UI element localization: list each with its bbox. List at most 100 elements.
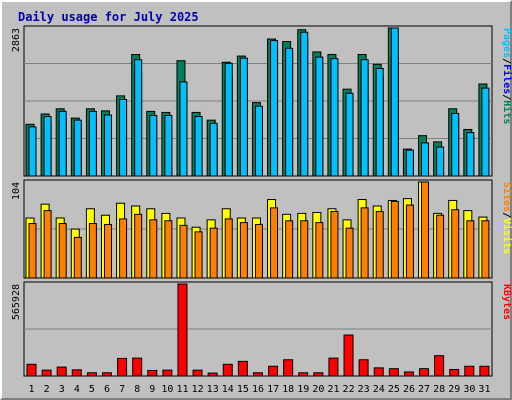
panel-pages-files-hits: 2863 Pages/Files/Hits [11,25,512,177]
bar-pages-day-26 [405,149,414,177]
panel-kbytes: 565928 KBytes [11,281,512,377]
bar-pages-day-10 [164,115,173,177]
x-tick-day-18: 18 [282,384,294,395]
x-tick-day-24: 24 [373,384,385,395]
bar-kbytes-day-9 [147,369,158,377]
bar-kbytes-day-28 [434,355,445,377]
x-tick-day-26: 26 [403,384,415,395]
bar-sites-day-5 [88,223,97,279]
bar-sites-day-4 [73,236,82,279]
bar-sites-day-30 [466,220,475,279]
legend-entry: / [501,94,512,100]
legend-entry: KBytes [501,284,512,320]
bar-pages-day-3 [58,110,67,177]
x-tick-day-25: 25 [388,384,400,395]
x-tick-day-10: 10 [161,384,173,395]
legend-entry: Sites [501,182,512,212]
bar-pages-day-30 [466,132,475,177]
bar-pages-day-18 [285,47,294,177]
bar-kbytes-day-26 [403,371,414,377]
bar-kbytes-day-21 [328,357,339,377]
bar-pages-day-11 [179,81,188,177]
legend-entry: Visits [501,218,512,254]
x-tick-day-13: 13 [207,384,219,395]
bar-sites-day-23 [360,207,369,279]
bar-pages-day-17 [270,40,279,177]
bar-kbytes-day-15 [237,360,248,377]
bar-sites-day-1 [28,223,37,279]
bar-sites-day-24 [375,211,384,279]
x-tick-day-16: 16 [252,384,264,395]
bar-kbytes-day-24 [373,367,384,377]
x-tick-day-8: 8 [134,384,140,395]
bar-pages-day-6 [103,114,112,177]
y-max-label: 104 [11,182,22,200]
bar-kbytes-day-22 [343,334,354,377]
bar-pages-day-28 [436,146,445,177]
x-tick-day-11: 11 [176,384,188,395]
bar-kbytes-day-6 [101,372,112,377]
bar-pages-day-22 [345,92,354,177]
bar-pages-day-9 [149,115,158,177]
x-axis-day-labels: 1 2 3 4 5 6 7 8 9 10 11 12 13 14 15 16 17 18 19 20 21 22 23 24 2… [29,384,491,395]
x-tick-day-17: 17 [267,384,279,395]
bar-sites-day-8 [134,213,143,279]
bar-kbytes-day-17 [268,365,279,377]
bar-pages-day-12 [194,116,203,177]
x-tick-day-12: 12 [192,384,204,395]
bar-kbytes-day-27 [419,368,430,377]
x-tick-day-15: 15 [237,384,249,395]
bar-sites-day-14 [224,218,233,279]
legend-entry: Pages [501,28,512,58]
bar-sites-day-27 [421,181,430,279]
bar-pages-day-14 [224,62,233,177]
bar-kbytes-day-2 [41,369,52,377]
bar-sites-day-18 [285,220,294,279]
x-tick-day-2: 2 [44,384,50,395]
bar-pages-day-8 [134,59,143,177]
x-tick-day-6: 6 [104,384,110,395]
bar-pages-day-29 [451,112,460,177]
x-tick-day-28: 28 [433,384,445,395]
bar-kbytes-day-4 [71,369,82,377]
legend-entry: / [501,212,512,218]
bar-kbytes-day-10 [162,369,173,377]
bar-sites-day-20 [315,222,324,279]
bar-pages-day-15 [239,57,248,177]
x-tick-day-23: 23 [358,384,370,395]
bar-pages-day-31 [481,87,490,177]
x-tick-day-4: 4 [74,384,80,395]
bar-sites-day-22 [345,227,354,279]
bar-pages-day-2 [43,116,52,177]
bar-kbytes-day-13 [207,372,218,377]
bar-pages-day-25 [390,27,399,177]
x-tick-day-20: 20 [312,384,324,395]
x-tick-day-1: 1 [29,384,35,395]
bar-sites-day-13 [209,227,218,279]
bar-kbytes-day-5 [86,372,97,377]
bar-kbytes-day-19 [298,372,309,377]
bar-kbytes-day-16 [252,372,263,377]
panel-legend: Sites/Visits [501,182,512,254]
bar-sites-day-3 [58,223,67,279]
bar-sites-day-29 [451,209,460,279]
bar-kbytes-day-1 [26,363,37,377]
y-max-label: 565928 [11,284,22,320]
bar-pages-day-27 [421,142,430,177]
bar-kbytes-day-12 [192,369,203,377]
x-tick-day-30: 30 [463,384,475,395]
bar-pages-day-24 [375,67,384,177]
legend-entry: / [501,58,512,64]
bar-sites-day-12 [194,231,203,279]
bar-pages-day-21 [330,58,339,177]
bar-sites-day-6 [103,223,112,279]
bar-sites-day-16 [254,223,263,279]
bar-sites-day-26 [405,204,414,279]
bar-pages-day-19 [300,31,309,177]
bar-pages-day-16 [254,105,263,177]
bar-pages-day-1 [28,126,37,177]
bar-pages-day-23 [360,59,369,177]
bar-kbytes-day-20 [313,372,324,377]
bar-sites-day-19 [300,220,309,279]
